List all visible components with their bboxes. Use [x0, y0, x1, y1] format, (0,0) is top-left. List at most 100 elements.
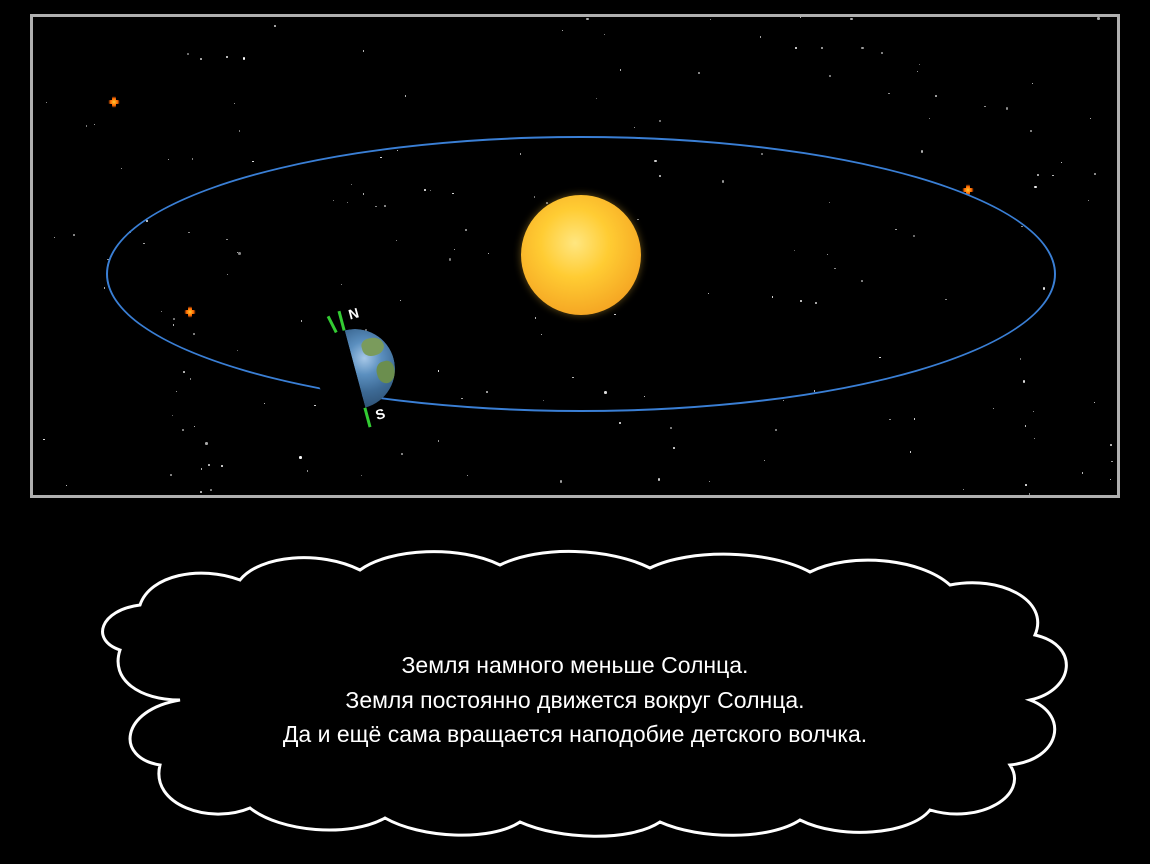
small-star — [1094, 173, 1096, 175]
small-star — [604, 34, 605, 35]
small-star — [1030, 130, 1032, 132]
small-star — [438, 440, 439, 441]
small-star — [1094, 402, 1095, 403]
earth-landmass — [360, 335, 386, 358]
small-star — [760, 36, 761, 37]
bright-star — [107, 95, 121, 109]
small-star — [658, 478, 661, 481]
small-star — [314, 405, 315, 406]
small-star — [710, 19, 712, 21]
small-star — [239, 130, 240, 131]
small-star — [850, 18, 853, 21]
small-star — [201, 468, 203, 470]
small-star — [307, 470, 309, 472]
small-star — [1020, 358, 1021, 359]
small-star — [586, 18, 589, 21]
small-star — [401, 453, 403, 455]
small-star — [361, 475, 362, 476]
small-star — [182, 429, 184, 431]
small-star — [1034, 438, 1035, 439]
small-star — [795, 47, 797, 49]
small-star — [1110, 479, 1111, 480]
small-star — [190, 378, 191, 379]
small-star — [200, 491, 202, 493]
small-star — [919, 64, 920, 65]
space-diagram-frame: N S — [30, 14, 1120, 498]
small-star — [208, 464, 210, 466]
small-star — [1033, 411, 1034, 412]
small-star — [917, 71, 918, 72]
small-star — [783, 400, 784, 401]
small-star — [914, 418, 916, 420]
south-pole-label: S — [374, 405, 387, 423]
small-star — [170, 474, 172, 476]
small-star — [121, 168, 122, 169]
small-star — [1029, 493, 1031, 495]
small-star — [104, 287, 106, 289]
small-star — [405, 95, 406, 96]
small-star — [43, 439, 44, 440]
small-star — [764, 460, 765, 461]
small-star — [467, 475, 468, 476]
earth-landmass — [374, 359, 397, 385]
small-star — [673, 447, 675, 449]
small-star — [172, 415, 173, 416]
small-star — [619, 422, 622, 425]
small-star — [168, 159, 169, 160]
small-star — [363, 50, 365, 52]
small-star — [861, 47, 864, 50]
small-star — [234, 103, 235, 104]
small-star — [66, 485, 67, 486]
small-star — [698, 72, 700, 74]
small-star — [1110, 444, 1112, 446]
small-star — [775, 429, 777, 431]
small-star — [1006, 107, 1009, 110]
small-star — [562, 30, 563, 31]
small-star — [1088, 200, 1089, 201]
small-star — [889, 419, 891, 421]
small-star — [1052, 175, 1054, 177]
small-star — [200, 58, 202, 60]
small-star — [921, 150, 924, 153]
small-star — [659, 120, 662, 123]
small-star — [1032, 83, 1033, 84]
small-star — [634, 127, 635, 128]
small-star — [910, 451, 912, 453]
earth-axis-south — [363, 407, 371, 427]
small-star — [620, 69, 621, 70]
small-star — [194, 426, 196, 428]
small-star — [1023, 380, 1026, 383]
small-star — [205, 442, 208, 445]
small-star — [1111, 461, 1113, 463]
small-star — [984, 106, 985, 107]
small-star — [1025, 484, 1027, 486]
small-star — [800, 17, 801, 18]
small-star — [264, 403, 265, 404]
small-star — [1037, 174, 1039, 176]
small-star — [829, 75, 831, 77]
small-star — [183, 371, 185, 373]
small-star — [210, 489, 212, 491]
small-star — [821, 47, 824, 50]
small-star — [252, 161, 254, 163]
small-star — [881, 52, 883, 54]
small-star — [1082, 472, 1083, 473]
small-star — [1097, 17, 1100, 20]
small-star — [1025, 425, 1026, 426]
small-star — [54, 237, 55, 238]
sun — [521, 195, 641, 315]
small-star — [560, 480, 563, 483]
small-star — [670, 427, 672, 429]
small-star — [929, 118, 930, 119]
small-star — [1034, 186, 1037, 189]
small-star — [73, 234, 75, 236]
small-star — [86, 125, 87, 126]
small-star — [1090, 118, 1091, 119]
caption-cloud: Земля намного меньше Солнца. Земля посто… — [50, 540, 1100, 840]
caption-line-2: Земля постоянно движется вокруг Солнца. — [50, 683, 1100, 718]
small-star — [94, 124, 95, 125]
small-star — [596, 98, 597, 99]
small-star — [888, 93, 890, 95]
small-star — [243, 57, 246, 60]
small-star — [192, 158, 193, 159]
